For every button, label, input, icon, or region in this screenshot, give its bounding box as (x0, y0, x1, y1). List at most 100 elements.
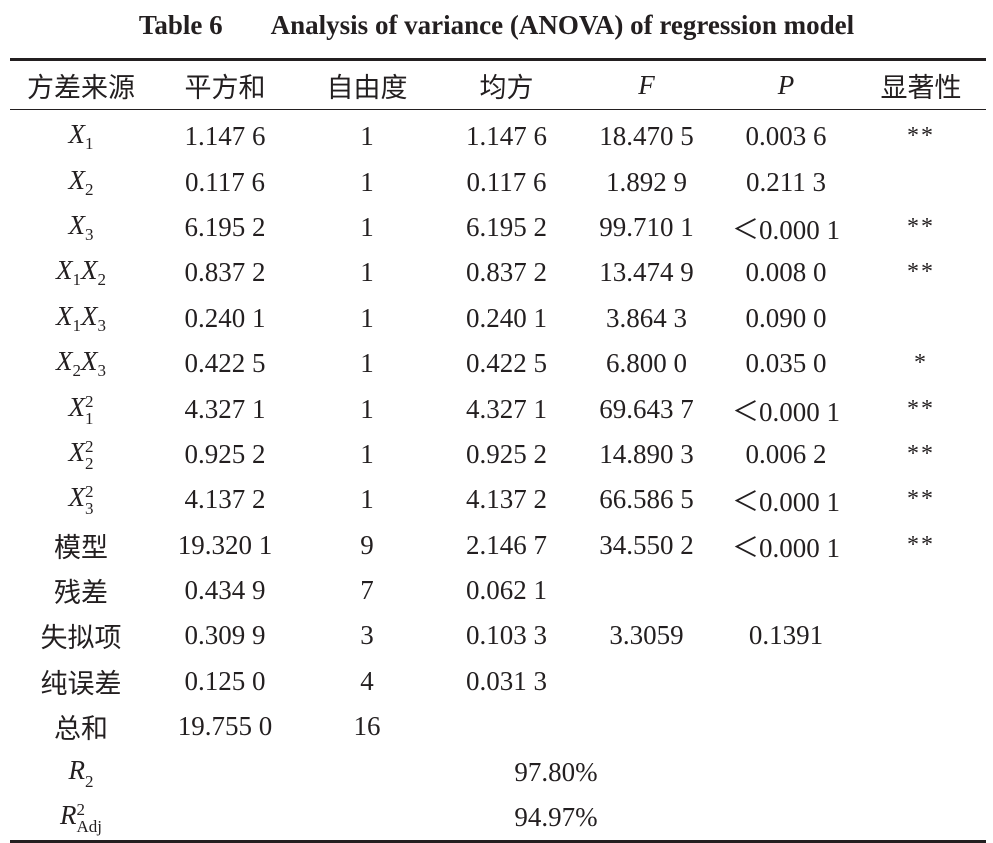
table-number: Table 6 (138, 10, 223, 40)
significance-cell: ** (907, 213, 935, 240)
significance-cell: ** (907, 123, 935, 150)
source-cell: 模型 (54, 532, 108, 563)
degrees-of-freedom-cell: 3 (360, 620, 374, 651)
source-cell: 总和 (54, 714, 108, 745)
table-row: X1 1.147 6 1 1.147 6 18.470 5 0.003 6 ** (10, 110, 986, 160)
degrees-of-freedom-cell: 1 (360, 348, 374, 379)
degrees-of-freedom-cell: 1 (360, 211, 374, 242)
mean-square-cell: 0.117 6 (466, 166, 547, 197)
table-row: X1X2 0.837 2 1 0.837 2 13.474 9 0.008 0 ** (10, 250, 986, 295)
significance-cell: ** (907, 486, 935, 513)
summary-row: R 2 97.80% (10, 749, 986, 794)
symbol: X (68, 436, 86, 467)
significance-cell (856, 568, 986, 613)
table-row: X2X3 0.422 5 1 0.422 5 6.800 0 0.035 0 * (10, 341, 986, 386)
f-value-cell: 1.892 9 (606, 166, 687, 197)
p-value-cell: 0.006 2 (745, 438, 827, 469)
table-row: 纯误差 0.125 0 4 0.031 3 (10, 659, 986, 704)
symbol: X (68, 164, 86, 195)
sum-of-squares-cell: 19.755 0 (177, 711, 273, 742)
subscript: Adj (76, 817, 103, 837)
f-value-cell: 3.3059 (609, 620, 684, 651)
header-source: 方差来源 (27, 72, 135, 103)
sum-of-squares-cell: 0.117 6 (185, 166, 265, 197)
symbol: X (81, 300, 98, 331)
anova-table: 方差来源 平方和 自由度 均方 F P 显著性 X1 1.147 6 1 1.147 … (10, 58, 986, 843)
sum-of-squares-cell: 0.125 0 (184, 665, 266, 696)
p-value-cell (716, 704, 856, 749)
superscript: 2 (85, 771, 94, 791)
p-value-cell: 0.008 0 (745, 257, 827, 288)
table-row: X 2 1 4.327 1 1 4.327 1 69.643 7 ＜0.000 1 ** (10, 386, 986, 431)
subscript: 3 (85, 224, 94, 244)
sum-of-squares-cell: 0.837 2 (184, 257, 266, 288)
symbol: X (56, 300, 73, 331)
table-title: Table 6 Analysis of variance (ANOVA) of r… (0, 10, 993, 41)
subscript: 2 (85, 179, 94, 199)
source-cell: X1X3 (10, 296, 152, 341)
degrees-of-freedom-cell: 1 (360, 484, 374, 515)
degrees-of-freedom-cell: 1 (360, 302, 374, 333)
significance-cell (856, 704, 986, 749)
header-row: 方差来源 平方和 自由度 均方 F P 显著性 (10, 59, 986, 110)
subscript: 1 (85, 134, 94, 154)
symbol: X (56, 346, 73, 377)
source-cell: X1X2 (10, 250, 152, 295)
superscript: 2 (76, 800, 86, 820)
subscript: 1 (85, 408, 94, 428)
header-p-value: P (777, 69, 795, 100)
f-value-cell: 3.864 3 (606, 302, 687, 333)
header-sum-of-squares: 平方和 (184, 72, 266, 103)
sum-of-squares-cell: 0.925 2 (184, 438, 266, 469)
degrees-of-freedom-cell: 16 (353, 711, 381, 742)
significance-cell (856, 613, 986, 658)
f-value-cell (577, 659, 716, 704)
f-value-cell: 69.643 7 (599, 393, 694, 424)
p-value-cell: ＜0.000 1 (732, 487, 840, 518)
f-value-cell: 14.890 3 (599, 438, 694, 469)
p-value-cell: ＜0.000 1 (732, 532, 840, 563)
significance-cell: ** (907, 440, 935, 467)
source-cell: 纯误差 (40, 668, 122, 699)
mean-square-cell: 0.062 1 (466, 575, 547, 606)
summary-value-cell: 97.80% (514, 756, 598, 787)
sum-of-squares-cell: 19.320 1 (177, 529, 273, 560)
mean-square-cell: 0.925 2 (466, 438, 547, 469)
f-value-cell: 13.474 9 (599, 257, 694, 288)
p-value-cell (716, 659, 856, 704)
table-row: 失拟项 0.309 9 3 0.103 3 3.3059 0.1391 (10, 613, 986, 658)
sum-of-squares-cell: 4.137 2 (184, 484, 266, 515)
mean-square-cell: 2.146 7 (466, 529, 547, 560)
p-value-cell (716, 568, 856, 613)
significance-cell (856, 296, 986, 341)
table-row: X1X3 0.240 1 1 0.240 1 3.864 3 0.090 0 (10, 296, 986, 341)
degrees-of-freedom-cell: 1 (360, 121, 374, 152)
subscript: 2 (85, 453, 94, 473)
mean-square-cell: 0.103 3 (466, 620, 547, 651)
source-cell: X3 (10, 205, 152, 250)
subscript: 1 (72, 315, 82, 335)
subscript: 2 (97, 270, 107, 290)
degrees-of-freedom-cell: 1 (360, 393, 374, 424)
subscript: 2 (72, 361, 82, 381)
source-cell: X2X3 (10, 341, 152, 386)
summary-row: R 2 Adj 94.97% (10, 795, 986, 842)
p-value-cell: 0.003 6 (745, 121, 827, 152)
superscript: 2 (85, 436, 94, 456)
symbol: R (68, 754, 86, 785)
significance-cell: * (914, 350, 928, 377)
subscript: 3 (97, 361, 107, 381)
significance-cell: ** (907, 259, 935, 286)
sum-of-squares-cell: 0.422 5 (184, 348, 266, 379)
symbol: X (68, 209, 86, 240)
mean-square-cell: 4.137 2 (466, 484, 547, 515)
table-row: 总和 19.755 0 16 (10, 704, 986, 749)
script-stack: 2 (85, 773, 94, 790)
superscript: 2 (85, 391, 94, 411)
table-row: X3 6.195 2 1 6.195 2 99.710 1 ＜0.000 1 ** (10, 205, 986, 250)
p-value-cell: 0.211 3 (746, 166, 826, 197)
f-value-cell (577, 568, 716, 613)
